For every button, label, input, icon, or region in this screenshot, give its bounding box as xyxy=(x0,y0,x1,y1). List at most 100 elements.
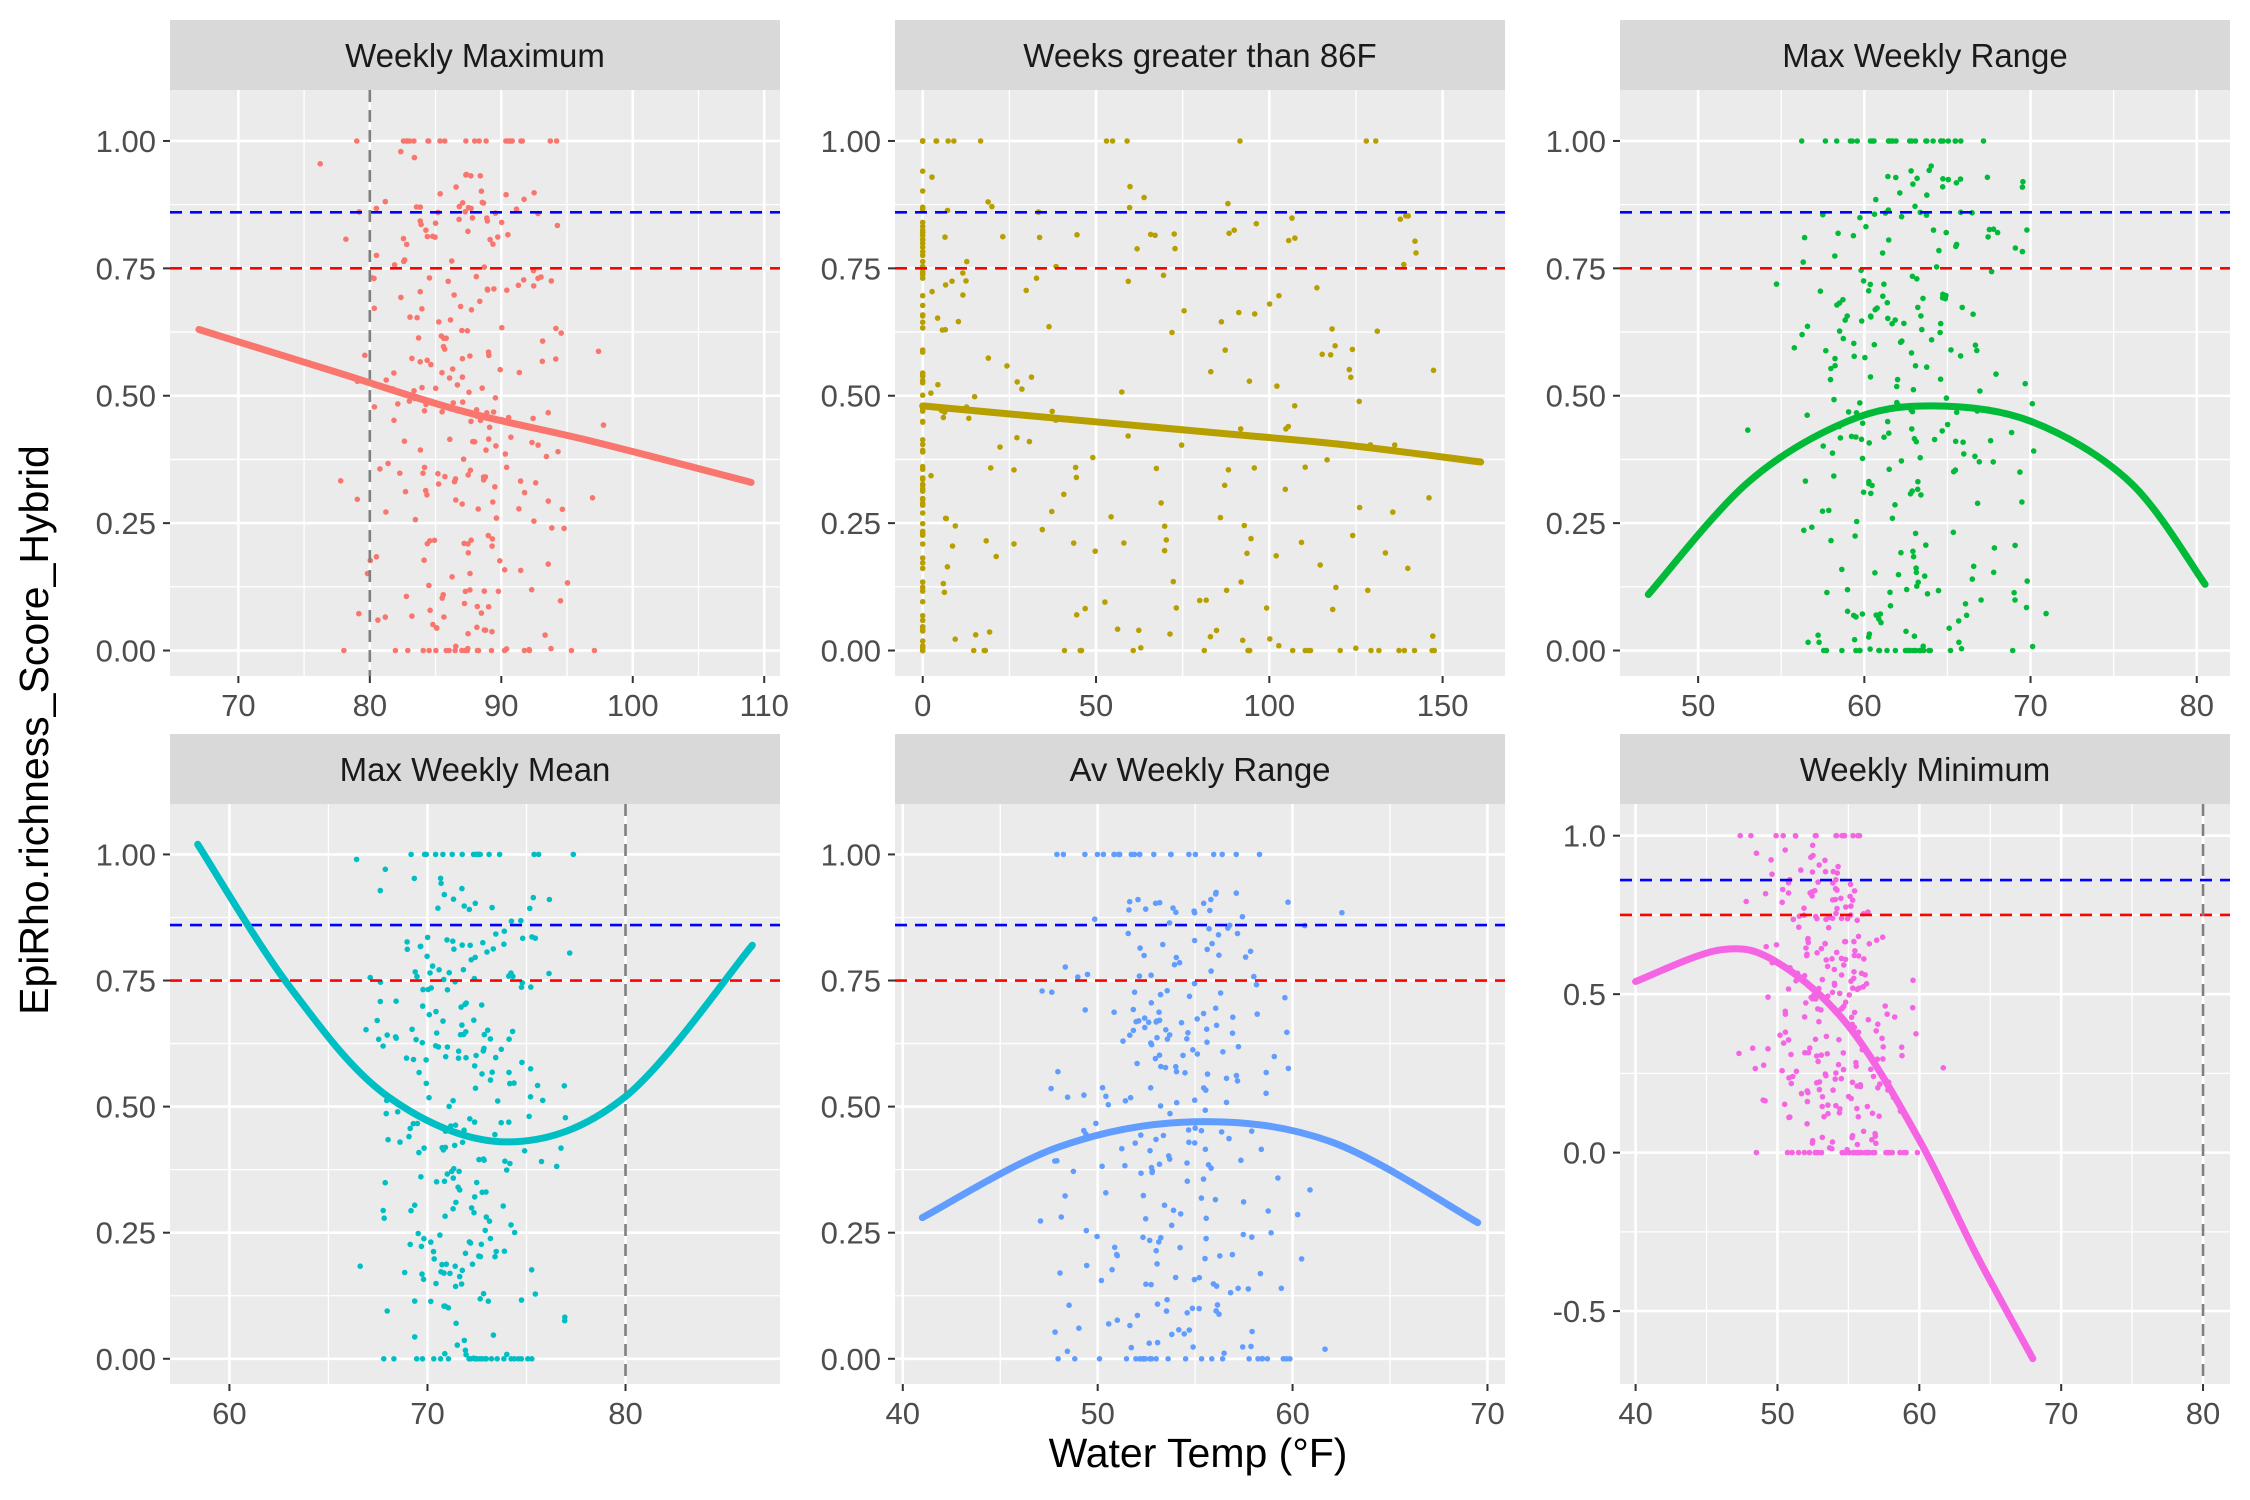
data-point xyxy=(377,466,383,472)
data-point xyxy=(507,1080,513,1087)
y-tick-label: 0.00 xyxy=(96,1342,156,1377)
data-point xyxy=(453,643,459,650)
data-point xyxy=(482,1227,489,1234)
data-point xyxy=(419,1356,426,1362)
data-point xyxy=(1153,465,1160,472)
data-point xyxy=(380,1207,387,1214)
data-point xyxy=(1173,909,1179,916)
data-point xyxy=(474,603,481,610)
data-point xyxy=(407,314,413,320)
data-point xyxy=(452,1263,459,1269)
data-point xyxy=(404,946,411,953)
data-point xyxy=(397,1139,403,1145)
x-tick-label: 100 xyxy=(607,688,659,723)
data-point xyxy=(1817,288,1824,295)
data-point xyxy=(1867,374,1874,380)
data-point xyxy=(1254,1011,1260,1017)
data-point xyxy=(2029,643,2036,650)
data-point xyxy=(1889,1149,1896,1156)
data-point xyxy=(477,1296,484,1302)
data-point xyxy=(468,418,474,425)
data-point xyxy=(465,472,472,478)
fit-curve xyxy=(919,402,1485,466)
data-point xyxy=(949,543,956,549)
data-point xyxy=(411,1202,418,1208)
data-point xyxy=(1801,234,1808,241)
data-point xyxy=(546,896,553,903)
data-point xyxy=(1122,1098,1129,1104)
data-point xyxy=(2009,647,2016,654)
data-point xyxy=(426,1094,432,1101)
data-point xyxy=(492,1253,498,1260)
data-point xyxy=(526,1113,532,1120)
data-point xyxy=(1937,376,1944,383)
x-tick-label: 80 xyxy=(2180,688,2214,723)
data-point xyxy=(417,447,424,453)
data-point xyxy=(1171,961,1178,968)
data-point xyxy=(450,1206,456,1212)
data-point xyxy=(1884,1149,1891,1156)
data-point xyxy=(1073,474,1080,481)
data-point xyxy=(1048,1085,1054,1092)
data-point xyxy=(506,1119,512,1125)
data-point xyxy=(531,190,537,196)
data-point xyxy=(459,200,466,206)
data-point xyxy=(1202,1146,1209,1153)
data-point xyxy=(1809,869,1816,875)
data-point xyxy=(1105,1321,1112,1327)
data-point xyxy=(1072,464,1079,471)
data-point xyxy=(1329,606,1336,613)
data-point xyxy=(1856,647,1863,654)
data-point xyxy=(521,489,528,496)
data-point xyxy=(484,287,491,293)
data-point xyxy=(1365,587,1371,594)
data-point xyxy=(1191,1276,1198,1283)
data-point xyxy=(589,495,596,501)
data-point xyxy=(1884,418,1891,425)
data-point xyxy=(1753,1149,1760,1156)
data-point xyxy=(1840,1066,1847,1073)
data-point xyxy=(1363,138,1370,144)
data-point xyxy=(1206,926,1212,932)
data-point xyxy=(1807,890,1813,896)
data-point xyxy=(377,887,384,894)
data-point xyxy=(509,138,515,144)
data-point xyxy=(453,184,459,190)
data-point xyxy=(1844,915,1851,922)
data-point xyxy=(1397,216,1404,222)
data-point xyxy=(381,1356,387,1362)
data-point xyxy=(337,478,344,484)
data-point xyxy=(1781,1101,1788,1108)
data-point xyxy=(1234,930,1241,937)
data-point xyxy=(1893,383,1900,390)
data-point xyxy=(468,173,474,179)
data-point xyxy=(1036,234,1043,241)
data-point xyxy=(1812,832,1819,839)
data-point xyxy=(1887,603,1894,609)
data-point xyxy=(1339,909,1345,916)
plot-background xyxy=(1620,90,2230,676)
data-point xyxy=(1801,527,1807,534)
data-point xyxy=(1829,897,1836,903)
data-point xyxy=(1812,996,1819,1002)
data-point xyxy=(424,934,431,941)
data-point xyxy=(1349,346,1356,353)
data-point xyxy=(1244,550,1250,557)
data-point xyxy=(919,510,926,516)
data-point xyxy=(1889,515,1896,522)
data-point xyxy=(919,252,926,259)
data-point xyxy=(463,172,469,178)
x-tick-label: 40 xyxy=(886,1396,920,1431)
data-point xyxy=(501,647,508,654)
data-point xyxy=(430,1248,437,1255)
data-point xyxy=(449,258,455,264)
data-point xyxy=(1906,647,1912,654)
data-point xyxy=(1898,1044,1905,1050)
x-tick-label: 70 xyxy=(1470,1396,1504,1431)
data-point xyxy=(392,647,399,654)
data-point xyxy=(1824,963,1831,970)
data-point xyxy=(1099,1163,1105,1170)
data-point xyxy=(919,638,926,644)
data-point xyxy=(485,349,492,355)
y-tick-label: 0.50 xyxy=(821,1090,881,1125)
